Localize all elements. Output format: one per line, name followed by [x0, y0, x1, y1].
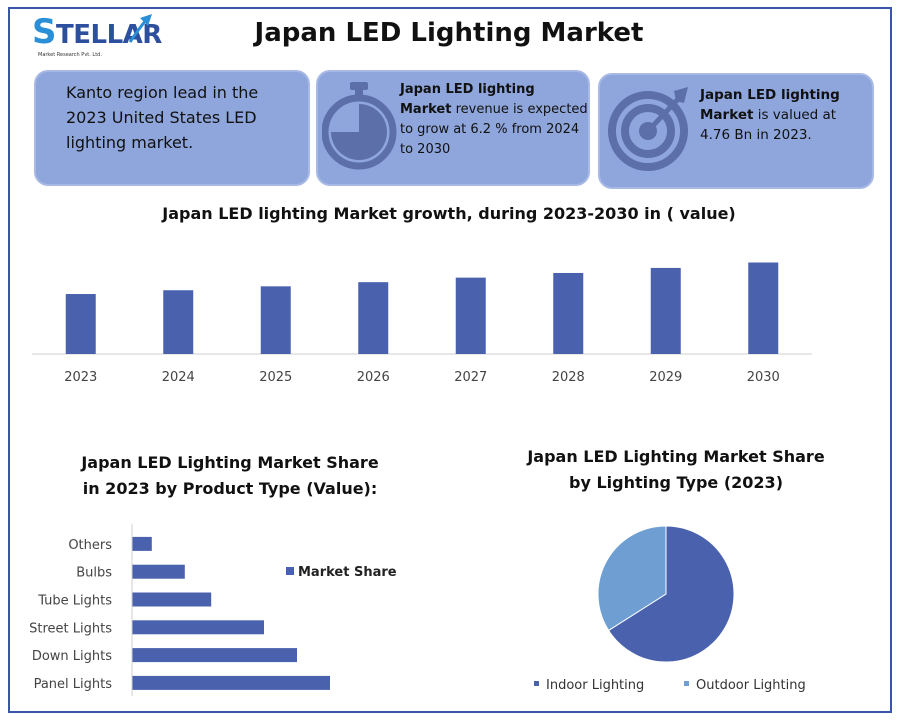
logo-arrow-icon [128, 14, 152, 43]
bar-2023 [65, 294, 96, 354]
stellar-logo: STELLAR Market Research Pvt. Ltd. [32, 12, 162, 64]
product-chart-title-line2: in 2023 by Product Type (Value): [82, 479, 378, 498]
x-tick-2026: 2026 [357, 370, 390, 385]
pie-slice-indoor-lighting [607, 525, 735, 663]
logo-wordmark: STELLAR [32, 12, 162, 52]
info-card-value: Japan LED lighting Market is valued at 4… [598, 73, 874, 189]
x-tick-2024: 2024 [162, 370, 195, 385]
hbar-down-lights [132, 648, 297, 663]
legend-label-market-share: Market Share [298, 565, 397, 580]
product-type-bar-chart: Others Bulbs Tube Lights Street Lights Down … [29, 524, 397, 696]
pie-slice-outdoor-lighting [597, 525, 667, 632]
growth-bar-chart: 2023 2024 2025 2026 2027 2028 2029 2030 [32, 262, 812, 385]
x-tick-2030: 2030 [747, 370, 780, 385]
x-tick-2025: 2025 [259, 370, 292, 385]
lighting-chart-title-line1: Japan LED Lighting Market Share [527, 447, 825, 466]
bar-2024 [163, 290, 194, 354]
hbar-bulbs [132, 564, 185, 579]
product-chart-title: Japan LED Lighting Market Share in 2023 … [40, 450, 420, 502]
y-tick-street-lights: Street Lights [29, 621, 112, 636]
y-tick-bulbs: Bulbs [76, 566, 112, 581]
product-chart-title-line1: Japan LED Lighting Market Share [81, 453, 379, 472]
y-tick-panel-lights: Panel Lights [34, 677, 113, 692]
bar-2026 [358, 282, 389, 354]
card-region-text: Kanto region lead in the 2023 United Sta… [66, 83, 259, 152]
bar-2025 [260, 286, 291, 354]
x-tick-2028: 2028 [552, 370, 585, 385]
info-card-growth: Japan LED lighting Market revenue is exp… [316, 70, 590, 186]
y-tick-others: Others [68, 538, 112, 553]
lighting-chart-title-line2: by Lighting Type (2023) [569, 473, 783, 492]
lighting-chart-title: Japan LED Lighting Market Share by Light… [496, 444, 856, 496]
growth-chart-title: Japan LED lighting Market growth, during… [162, 204, 736, 223]
info-card-region: Kanto region lead in the 2023 United Sta… [34, 70, 310, 186]
x-tick-2027: 2027 [454, 370, 487, 385]
bar-2028 [553, 272, 584, 354]
y-tick-tube-lights: Tube Lights [37, 594, 112, 609]
legend-swatch-outdoor-lighting [684, 681, 689, 686]
hbar-others [132, 536, 152, 551]
card-value-text: Japan LED lighting Market is valued at 4… [700, 87, 840, 143]
lighting-type-pie-chart: Indoor Lighting Outdoor Lighting [534, 525, 806, 693]
stopwatch-icon [322, 82, 397, 170]
target-icon [608, 87, 688, 171]
bar-2027 [455, 277, 486, 354]
page-title: Japan LED Lighting Market [254, 18, 644, 48]
legend-label-outdoor-lighting: Outdoor Lighting [696, 678, 806, 693]
bar-2030 [748, 262, 779, 354]
y-tick-down-lights: Down Lights [32, 649, 112, 664]
x-tick-2023: 2023 [64, 370, 97, 385]
bar-2029 [650, 267, 681, 354]
hbar-tube-lights [132, 592, 212, 607]
legend-swatch-indoor-lighting [534, 681, 539, 686]
legend-swatch-market-share [286, 567, 294, 575]
hbar-panel-lights [132, 675, 330, 690]
card-growth-text: Japan LED lighting Market revenue is exp… [400, 82, 588, 157]
hbar-street-lights [132, 620, 264, 635]
logo-tagline: Market Research Pvt. Ltd. [38, 52, 102, 58]
legend-label-indoor-lighting: Indoor Lighting [546, 678, 644, 693]
x-tick-2029: 2029 [649, 370, 682, 385]
